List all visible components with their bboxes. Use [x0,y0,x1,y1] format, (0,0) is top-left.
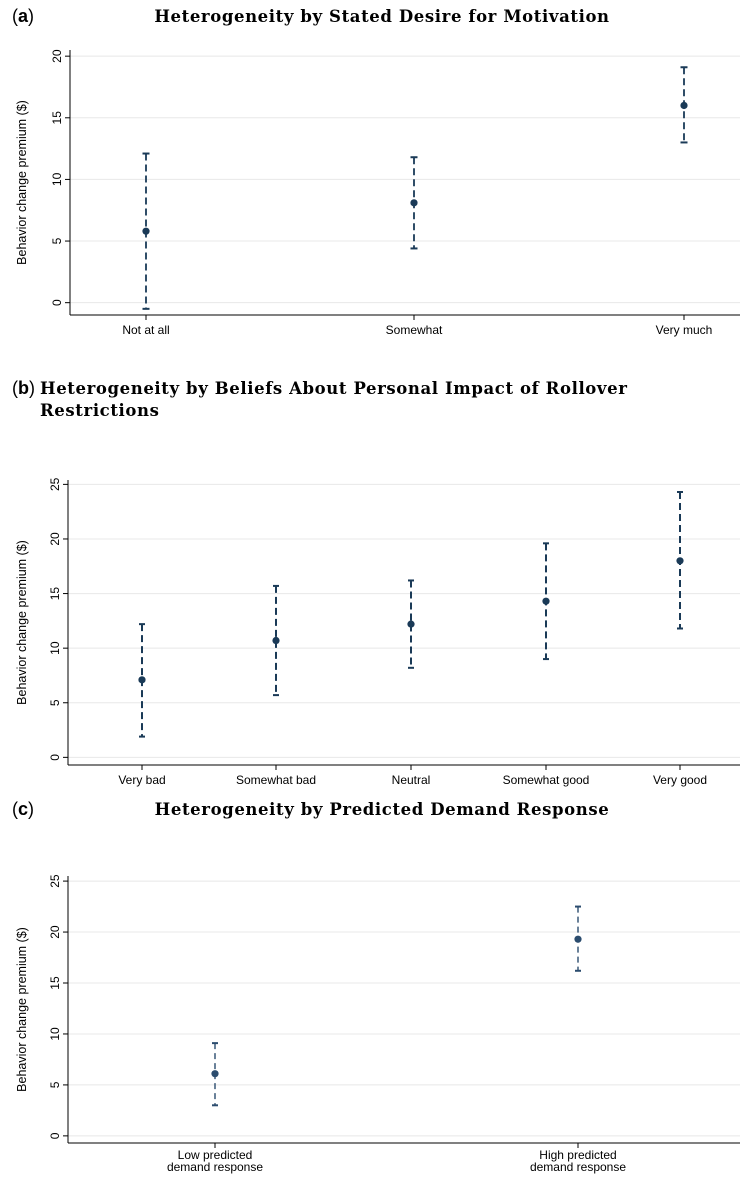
y-tick-label: 0 [50,299,64,306]
data-point [542,597,550,605]
y-axis-label: Behavior change premium ($) [15,100,29,265]
data-point [138,676,146,684]
chart-title: Heterogeneity by Stated Desire for Motiv… [154,7,610,26]
x-tick-label: Very much [656,323,713,337]
chart-title: Heterogeneity by Beliefs About Personal … [40,379,628,420]
chart-a: 0 5 10 15 20 Behavior change premium ($) Not a… [15,49,740,337]
y-tick-label: 0 [48,754,62,761]
y-tick-label: 15 [50,111,64,125]
panel-letter: (b) [12,378,35,398]
y-tick-label: 20 [48,532,62,546]
x-tick-label: Very bad [118,773,165,787]
data-point [676,557,684,565]
y-axis-label: Behavior change premium ($) [15,927,29,1092]
x-tick-label: Not at all [122,323,169,337]
y-tick-label: 0 [48,1132,62,1139]
panel-c: (c) Heterogeneity by Predicted Demand Re… [0,795,754,1184]
data-point [142,227,150,235]
panel-letter: (a) [12,6,35,26]
x-tick-label: Somewhat good [503,773,590,787]
y-tick-label: 20 [50,49,64,63]
y-axis-label: Behavior change premium ($) [15,540,29,705]
x-tick-label: Somewhat [386,323,443,337]
x-tick-label: Neutral [392,773,431,787]
y-tick-label: 5 [48,699,62,706]
y-tick-label: 15 [48,587,62,601]
x-tick-label: Very good [653,773,707,787]
x-tick-label: High predicted demand response [530,1148,626,1174]
panel-letter: (c) [12,799,35,819]
y-tick-label: 25 [48,874,62,888]
data-point [410,199,418,207]
data-point [272,636,280,645]
y-tick-label: 10 [48,1027,62,1041]
y-tick-label: 20 [48,925,62,939]
y-tick-label: 10 [48,641,62,655]
y-tick-label: 25 [48,477,62,491]
y-tick-label: 5 [48,1081,62,1088]
chart-b: 0 5 10 15 20 25 Behavior change premium ($) Ver… [15,477,740,787]
data-point [680,101,688,110]
x-tick-label: Low predicted demand response [167,1148,263,1174]
y-tick-label: 10 [50,172,64,186]
panel-a: (a) Heterogeneity by Stated Desire for M… [0,0,754,355]
y-tick-label: 5 [50,237,64,244]
y-tick-label: 15 [48,976,62,990]
x-tick-label: Somewhat bad [236,773,316,787]
chart-c: 0 5 10 15 20 25 Behavior change premium ($) Low… [15,874,740,1174]
data-point [574,935,582,943]
panel-b: (b) Heterogeneity by Beliefs About Perso… [0,372,754,787]
data-point [211,1070,219,1078]
chart-title: Heterogeneity by Predicted Demand Respon… [154,800,610,819]
data-point [407,620,415,628]
